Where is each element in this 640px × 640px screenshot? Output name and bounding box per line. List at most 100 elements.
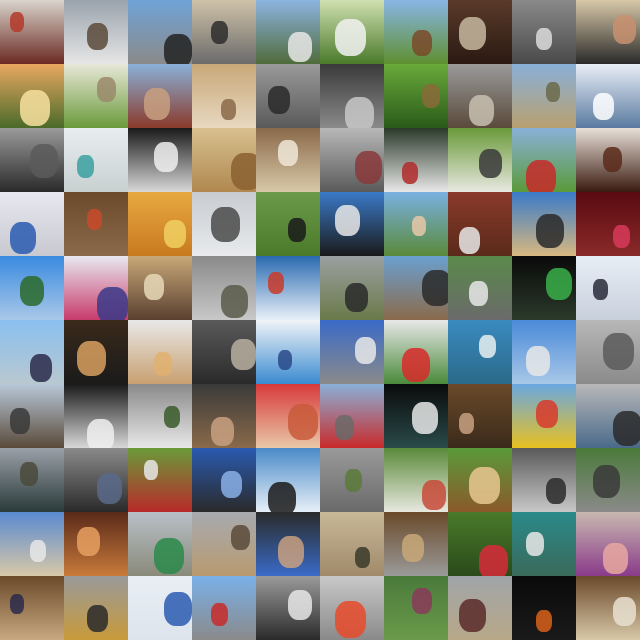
photo-subject	[526, 532, 544, 556]
photo-subject	[469, 281, 488, 306]
photo-tile	[320, 256, 384, 320]
photo-tile	[128, 448, 192, 512]
photo-tile	[448, 320, 512, 384]
photo-subject	[97, 473, 122, 504]
photo-tile	[128, 64, 192, 128]
photo-tile	[192, 320, 256, 384]
photo-subject	[10, 222, 36, 254]
photo-tile	[512, 0, 576, 64]
photo-tile	[256, 384, 320, 448]
photo-tile	[576, 0, 640, 64]
photo-tile	[320, 448, 384, 512]
photo-tile	[192, 0, 256, 64]
photo-tile	[64, 256, 128, 320]
photo-subject	[30, 144, 58, 178]
photo-tile	[0, 0, 64, 64]
photo-subject	[402, 534, 424, 562]
photo-tile	[128, 192, 192, 256]
photo-subject	[164, 592, 192, 626]
photo-tile	[576, 448, 640, 512]
photo-subject	[164, 34, 192, 64]
photo-tile	[64, 0, 128, 64]
photo-subject	[77, 155, 94, 178]
photo-tile	[384, 128, 448, 192]
photo-tile	[192, 512, 256, 576]
photo-subject	[422, 270, 448, 306]
photo-subject	[593, 465, 620, 498]
photo-subject	[402, 162, 418, 184]
photo-tile	[192, 192, 256, 256]
photo-subject	[459, 599, 486, 632]
photo-tile	[0, 128, 64, 192]
photo-tile	[256, 448, 320, 512]
photo-tile	[448, 576, 512, 640]
photo-tile	[0, 576, 64, 640]
photo-tile	[384, 192, 448, 256]
photo-subject	[546, 268, 572, 300]
photo-tile	[576, 64, 640, 128]
photo-subject	[536, 214, 564, 248]
photo-subject	[479, 149, 502, 178]
photo-tile	[192, 384, 256, 448]
photo-tile	[128, 128, 192, 192]
photo-subject	[526, 346, 550, 376]
photo-tile	[0, 256, 64, 320]
photo-subject	[412, 216, 426, 236]
photo-subject	[268, 272, 284, 294]
photo-tile	[512, 128, 576, 192]
photo-subject	[355, 547, 370, 568]
photo-subject	[211, 603, 228, 626]
photo-subject	[268, 86, 290, 114]
photo-tile	[64, 320, 128, 384]
photo-subject	[278, 536, 304, 568]
photo-subject	[154, 538, 184, 574]
photo-subject	[402, 348, 430, 382]
photo-tile	[192, 448, 256, 512]
photo-tile	[0, 448, 64, 512]
photo-subject	[613, 225, 630, 248]
photo-tile	[512, 576, 576, 640]
photo-tile	[320, 320, 384, 384]
photo-tile	[128, 0, 192, 64]
photo-subject	[412, 30, 432, 56]
photo-tile	[0, 320, 64, 384]
photo-tile	[64, 448, 128, 512]
photo-subject	[154, 352, 172, 376]
photo-subject	[10, 408, 30, 434]
photo-tile	[512, 320, 576, 384]
photo-tile	[576, 512, 640, 576]
photo-tile	[448, 384, 512, 448]
photo-tile	[576, 384, 640, 448]
photo-tile	[512, 384, 576, 448]
photo-subject	[231, 153, 256, 190]
photo-tile	[128, 384, 192, 448]
photo-tile	[0, 384, 64, 448]
photo-tile	[256, 0, 320, 64]
photo-tile	[128, 320, 192, 384]
photo-subject	[278, 140, 298, 166]
photo-tile	[448, 512, 512, 576]
photo-subject	[603, 543, 628, 574]
photo-subject	[97, 77, 116, 102]
photo-subject	[593, 279, 608, 300]
photo-tile	[384, 320, 448, 384]
photo-tile	[192, 128, 256, 192]
photo-tile	[512, 64, 576, 128]
photo-subject	[422, 84, 440, 108]
photo-tile	[512, 512, 576, 576]
photo-subject	[20, 276, 44, 306]
photo-subject	[211, 21, 228, 44]
photo-tile	[64, 128, 128, 192]
photo-subject	[77, 341, 106, 376]
photo-tile	[256, 192, 320, 256]
photo-tile	[384, 64, 448, 128]
photo-tile	[64, 192, 128, 256]
photo-subject	[459, 17, 486, 50]
photo-subject	[221, 471, 242, 498]
photo-subject	[536, 610, 552, 632]
photo-tile	[320, 576, 384, 640]
photo-subject	[335, 205, 360, 236]
photo-tile	[256, 576, 320, 640]
photo-subject	[30, 540, 46, 562]
photo-subject	[546, 478, 566, 504]
